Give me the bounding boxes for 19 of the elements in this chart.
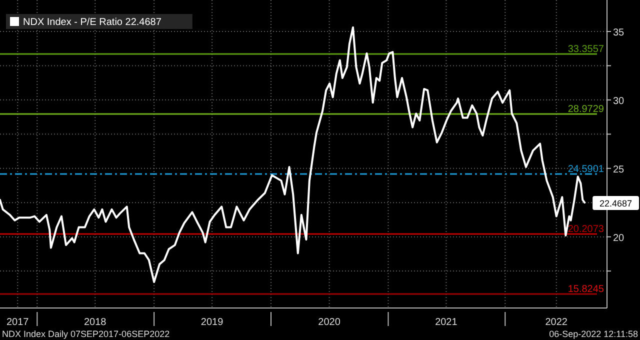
x-tick-label: 2022 [545, 317, 568, 328]
y-tick-label: 20 [613, 232, 625, 244]
x-tick-label: 2017 [6, 317, 30, 328]
ref-line-label: 28.9729 [568, 104, 604, 115]
legend-label: NDX Index - P/E Ratio 22.4687 [23, 17, 162, 28]
y-tick-label: 35 [613, 27, 625, 38]
x-tick-label: 2019 [200, 317, 224, 328]
x-tick-label: 2018 [84, 317, 107, 328]
annotation: 22.4687 [600, 198, 632, 209]
y-tick-label: 25 [613, 164, 625, 176]
x-tick-label: 2021 [435, 317, 458, 328]
x-tick-label: 2020 [318, 317, 341, 328]
ref-line-label: 33.3557 [568, 44, 604, 55]
ref-line-label: 15.8245 [568, 284, 604, 295]
ref-line-label: 24.5901 [568, 164, 604, 175]
ref-line-label: 20.2073 [568, 224, 604, 235]
text: 06-Sep-2022 12:11:58 [549, 329, 638, 339]
y-tick-label: 30 [613, 96, 625, 107]
text: NDX Index Daily 07SEP2017-06SEP2022 [2, 329, 170, 339]
